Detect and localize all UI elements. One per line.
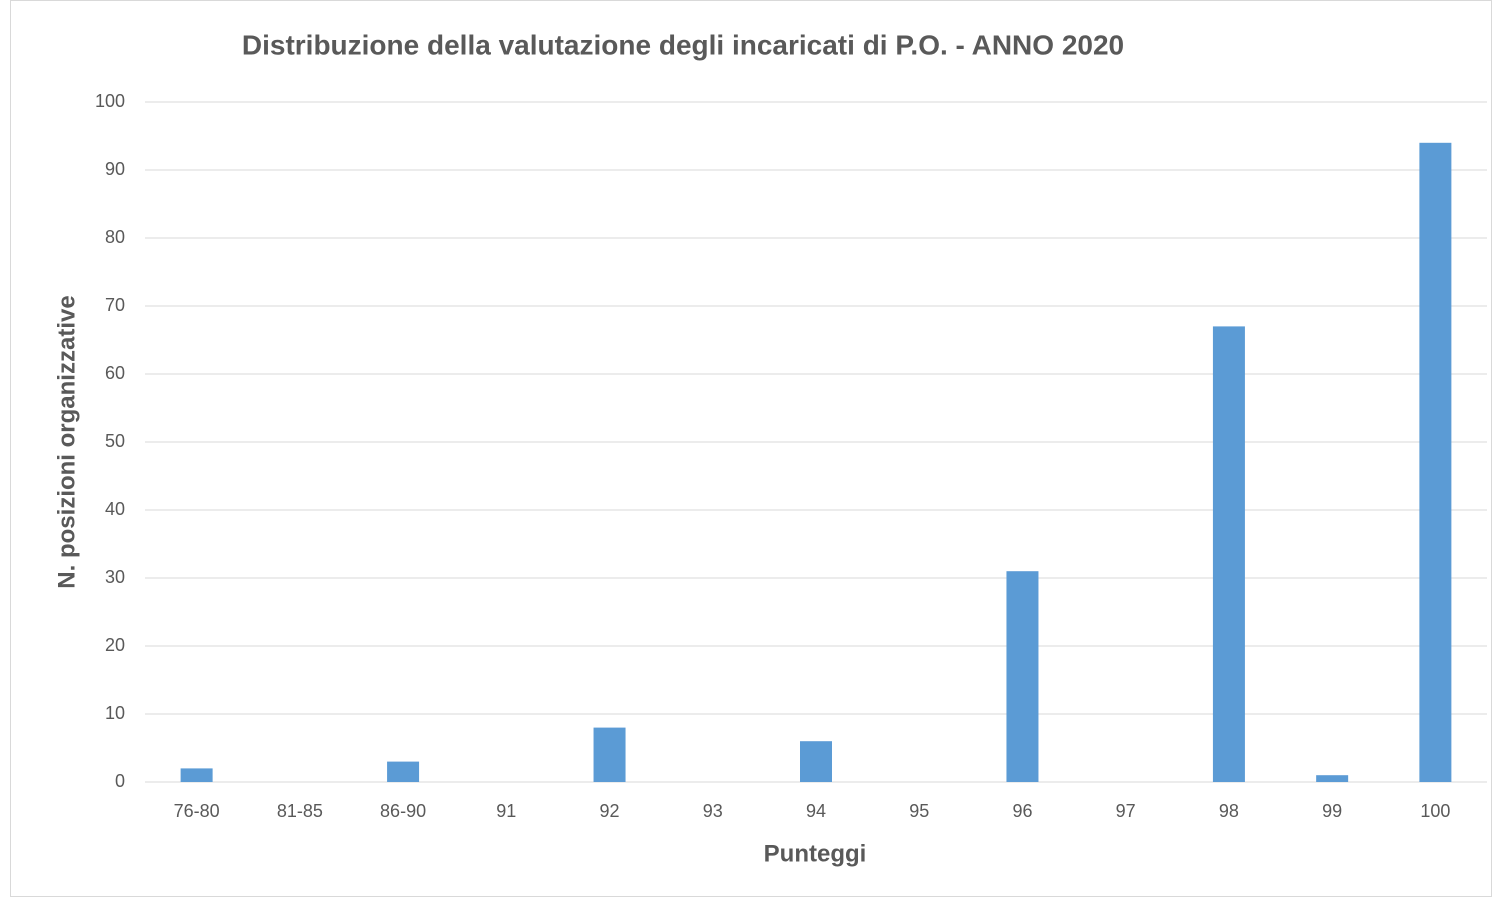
y-tick-label: 80 [105,227,125,247]
x-tick-label: 94 [806,801,826,821]
bar [1006,571,1039,782]
y-tick-label: 30 [105,567,125,587]
x-tick-label: 97 [1116,801,1136,821]
bar [180,768,213,782]
x-tick-label: 86-90 [380,801,426,821]
x-tick-label: 81-85 [277,801,323,821]
y-tick-label: 60 [105,363,125,383]
x-tick-label: 76-80 [174,801,220,821]
chart-border [10,0,1492,897]
bar [1419,142,1452,783]
x-tick-label: 99 [1322,801,1342,821]
y-axis-title: N. posizioni organizzative [53,295,80,588]
y-tick-label: 20 [105,635,125,655]
bar [1316,775,1349,782]
y-tick-label: 100 [95,91,125,111]
x-tick-label: 96 [1012,801,1032,821]
x-tick-label: 98 [1219,801,1239,821]
y-tick-label: 0 [115,771,125,791]
y-tick-label: 40 [105,499,125,519]
y-tick-label: 50 [105,431,125,451]
y-tick-label: 90 [105,159,125,179]
x-tick-label: 92 [600,801,620,821]
y-tick-label: 70 [105,295,125,315]
bar [593,727,626,782]
chart-title: Distribuzione della valutazione degli in… [242,29,1124,60]
x-axis-title: Punteggi [764,840,867,867]
y-tick-label: 10 [105,703,125,723]
bar [1212,326,1245,782]
x-tick-label: 100 [1420,801,1450,821]
x-tick-label: 91 [496,801,516,821]
x-tick-label: 93 [703,801,723,821]
bar [800,741,832,782]
bar [387,761,420,782]
x-tick-label: 95 [909,801,929,821]
